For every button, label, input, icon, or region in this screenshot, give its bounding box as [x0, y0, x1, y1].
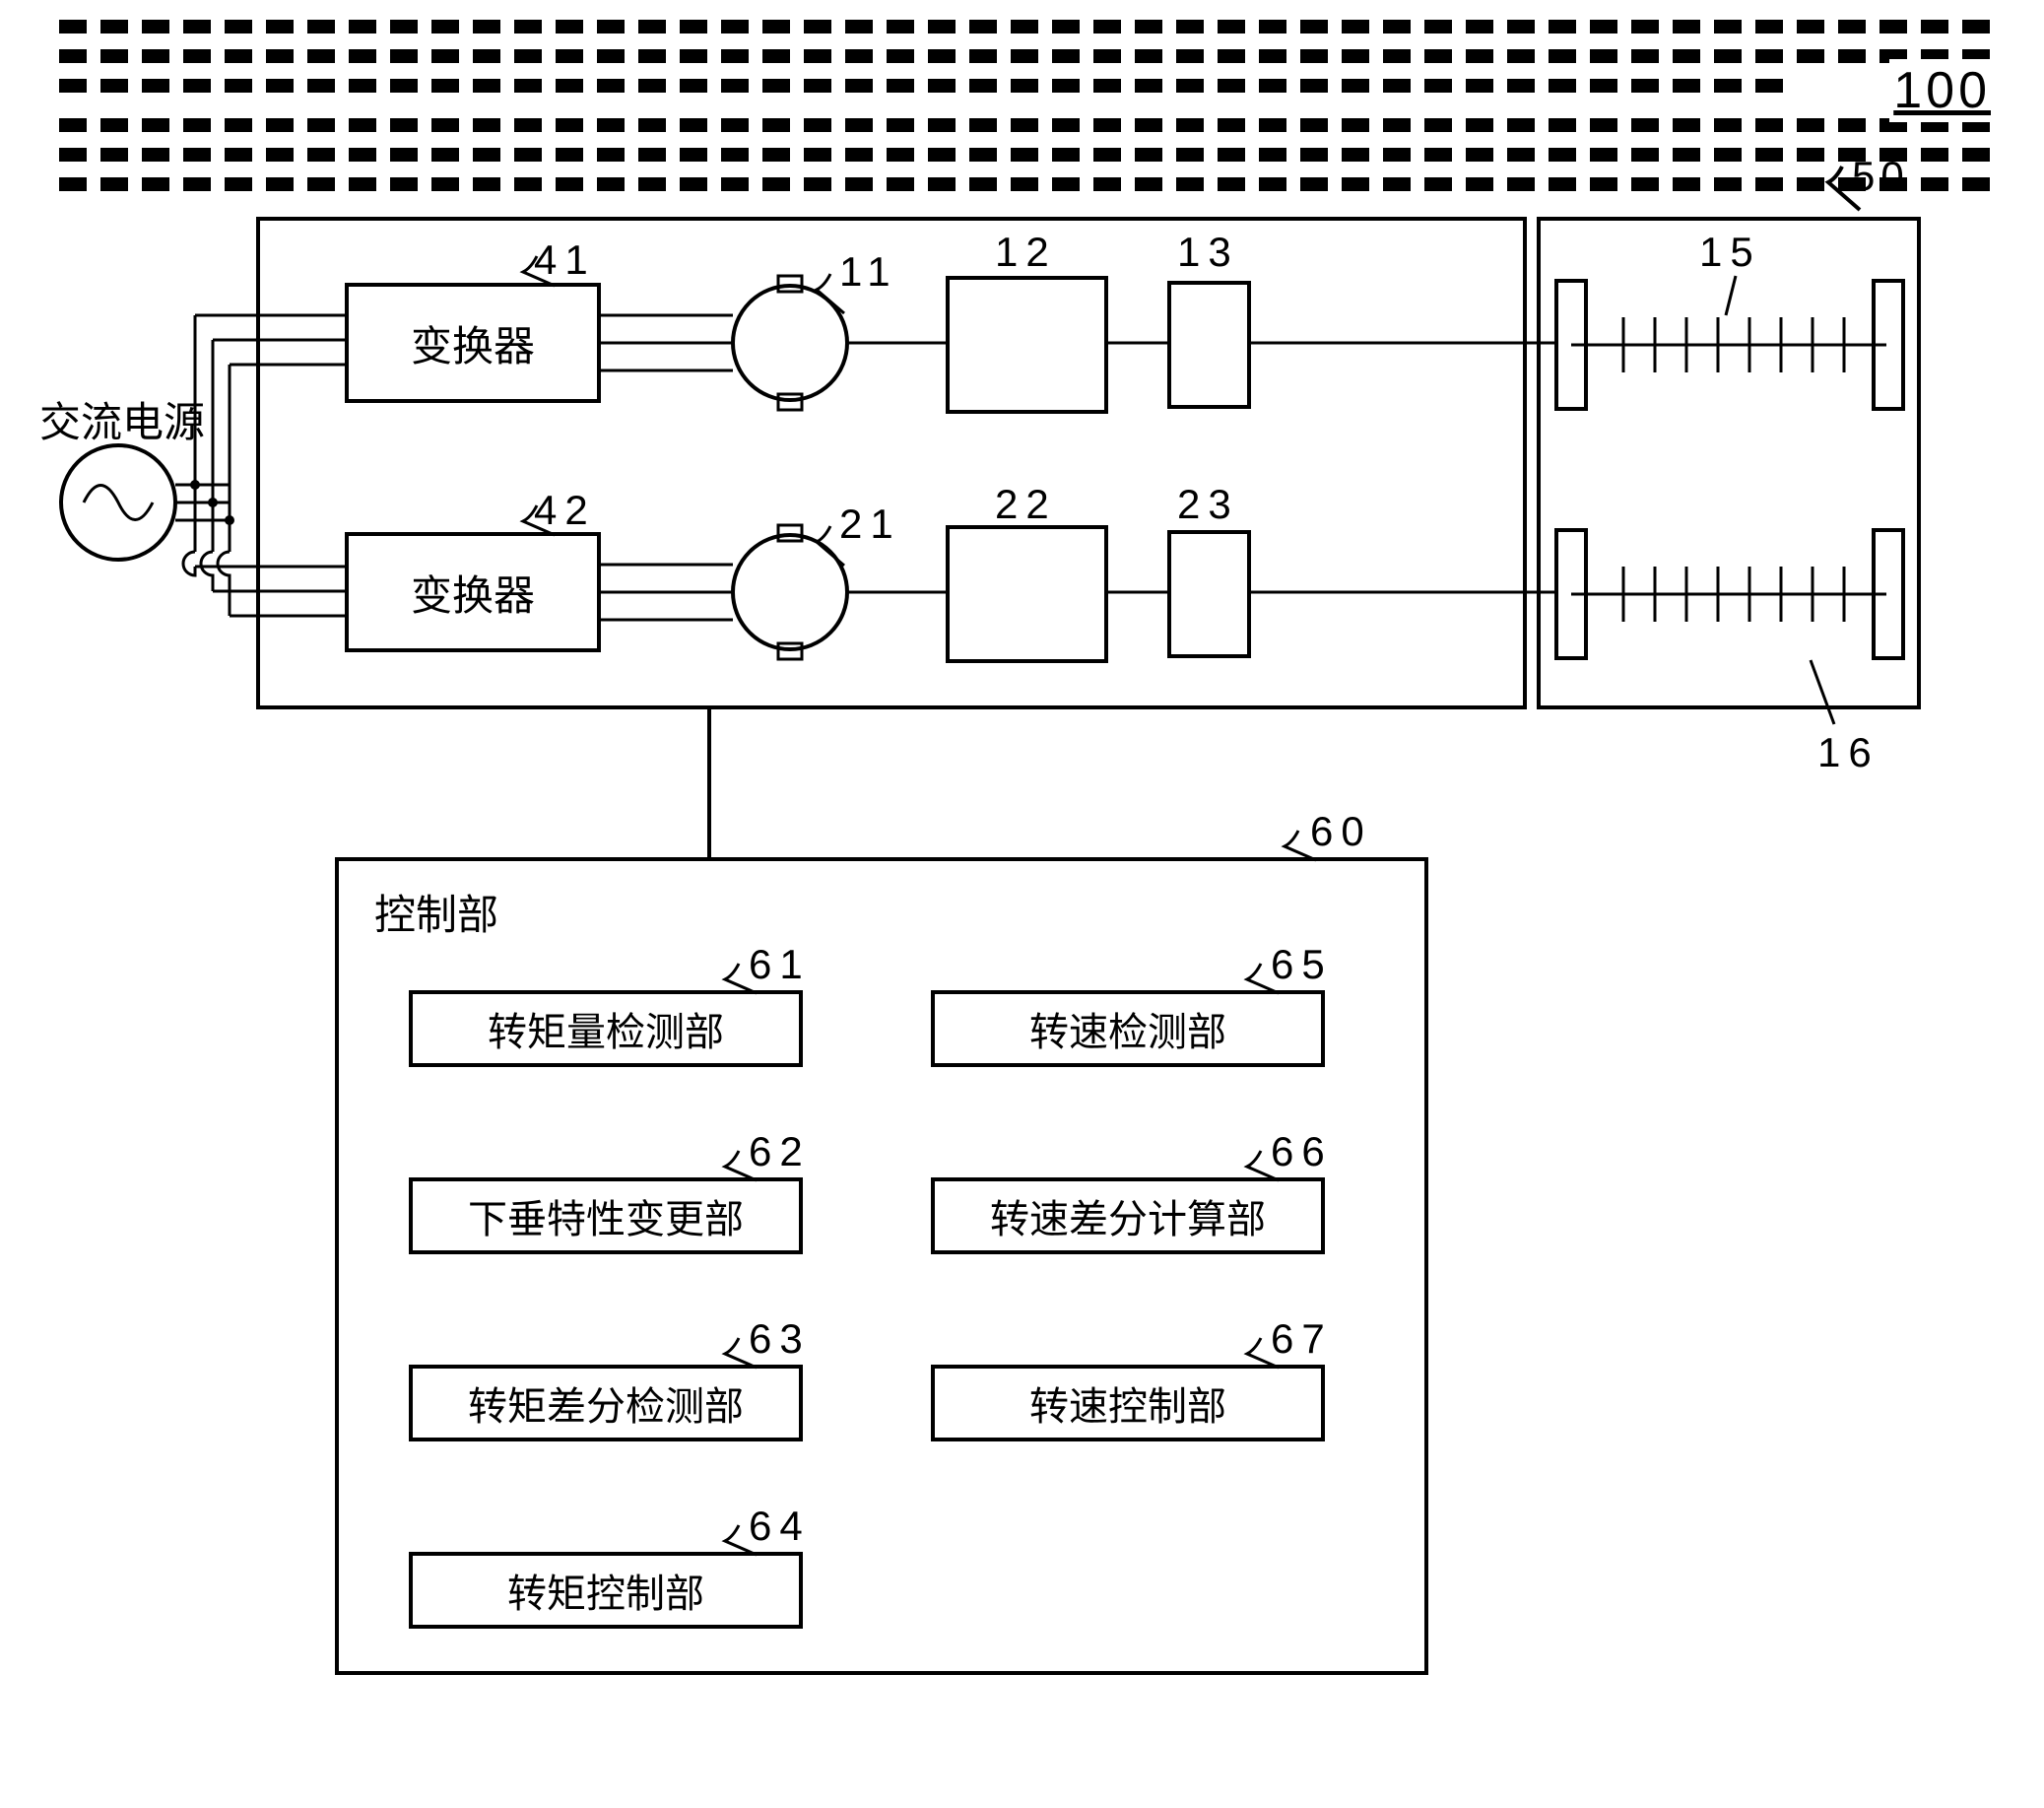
ref-15: 15: [1699, 229, 1761, 276]
block-67-label: 转速控制部: [1029, 1374, 1226, 1432]
block-65: 转速检测部: [931, 990, 1325, 1067]
ref-50: 50: [1852, 153, 1910, 200]
converter-1-box: 变换器: [345, 283, 601, 403]
chuck-1: [1167, 281, 1251, 409]
block-63-label: 转矩差分检测部: [468, 1374, 744, 1432]
ref-62: 62: [749, 1128, 811, 1175]
ref-16: 16: [1817, 729, 1879, 776]
ref-61: 61: [749, 941, 811, 988]
controller-title: 控制部: [374, 882, 498, 942]
block-62-label: 下垂特性变更部: [468, 1187, 744, 1244]
block-61: 转矩量检测部: [409, 990, 803, 1067]
ref-65: 65: [1271, 941, 1333, 988]
converter-2-label: 变换器: [411, 563, 535, 623]
block-66: 转速差分计算部: [931, 1177, 1325, 1254]
hatch-stripe: [59, 49, 2000, 63]
ref-42: 42: [534, 487, 596, 534]
ref-12: 12: [995, 229, 1057, 276]
gearbox-2: [946, 525, 1108, 663]
block-61-label: 转矩量检测部: [488, 1000, 724, 1057]
block-62: 下垂特性变更部: [409, 1177, 803, 1254]
figure-number: 100: [1889, 59, 1995, 122]
block-64-label: 转矩控制部: [507, 1562, 704, 1619]
block-65-label: 转速检测部: [1029, 1000, 1226, 1057]
ref-60: 60: [1310, 808, 1372, 855]
ref-66: 66: [1271, 1128, 1333, 1175]
ref-23: 23: [1177, 481, 1239, 528]
converter-2-box: 变换器: [345, 532, 601, 652]
block-64: 转矩控制部: [409, 1552, 803, 1629]
ref-67: 67: [1271, 1315, 1333, 1363]
hatch-stripe: [59, 118, 2000, 132]
chuck-2: [1167, 530, 1251, 658]
ref-22: 22: [995, 481, 1057, 528]
hatch-stripe: [59, 79, 1783, 93]
block-63: 转矩差分检测部: [409, 1365, 803, 1441]
gearbox-1: [946, 276, 1108, 414]
hatch-stripe: [59, 20, 2000, 33]
hatch-stripe: [59, 148, 2000, 162]
ref-41: 41: [534, 236, 596, 284]
figure-root: 100 50 交流电源 变换器 变换器 41 42 11 21: [0, 0, 2044, 1808]
ref-13: 13: [1177, 229, 1239, 276]
ref-64: 64: [749, 1503, 811, 1550]
load-group-box: [1537, 217, 1921, 709]
ref-63: 63: [749, 1315, 811, 1363]
ref-11: 11: [839, 248, 898, 296]
block-67: 转速控制部: [931, 1365, 1325, 1441]
block-66-label: 转速差分计算部: [990, 1187, 1266, 1244]
converter-1-label: 变换器: [411, 313, 535, 373]
ref-21: 21: [839, 501, 901, 548]
ac-source-label: 交流电源: [39, 389, 205, 449]
hatch-stripe: [59, 177, 2000, 191]
